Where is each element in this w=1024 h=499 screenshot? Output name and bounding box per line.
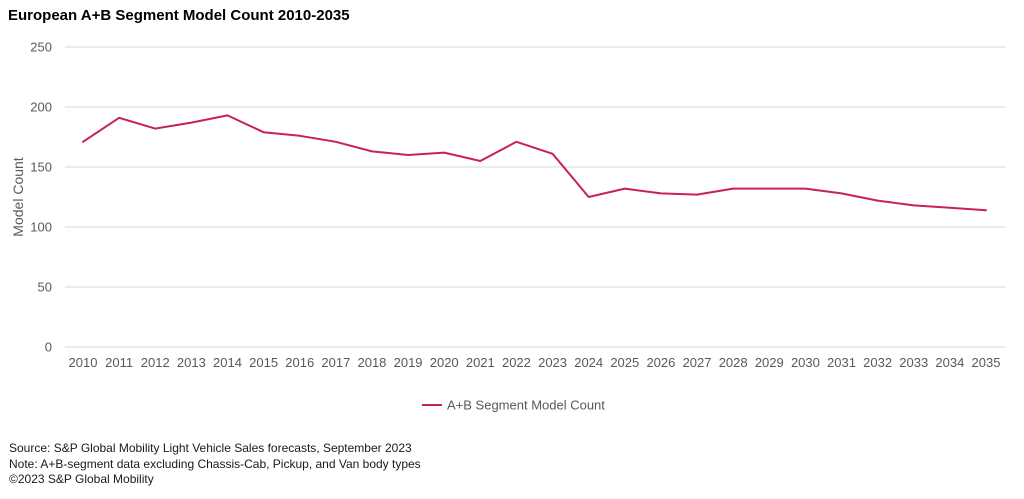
data-point-2024 [586,194,592,200]
copyright-note: ©2023 S&P Global Mobility [9,472,154,486]
x-tick-label-2018: 2018 [357,355,386,370]
x-tick-label-2032: 2032 [863,355,892,370]
data-point-2023 [550,151,556,157]
data-point-2028 [730,186,736,192]
data-point-2018 [369,148,375,154]
y-axis-label: Model Count [10,157,26,236]
data-point-2022 [513,139,519,145]
x-tick-label-2021: 2021 [466,355,495,370]
data-point-2014 [224,112,230,118]
data-point-2010 [80,139,86,145]
data-point-2034 [947,205,953,211]
data-point-2013 [188,120,194,126]
x-tick-label-2031: 2031 [827,355,856,370]
x-tick-label-2017: 2017 [321,355,350,370]
y-axis-tick-labels: 0 50 100 150 200 250 [30,40,52,355]
series-layer [80,112,989,213]
data-point-2011 [116,115,122,121]
x-axis-tick-labels: 2010 2011 2012 2013 2014 2015 2016 2017 2018 2019… [69,355,1001,370]
x-tick-label-2024: 2024 [574,355,603,370]
x-tick-label-2030: 2030 [791,355,820,370]
source-note: Source: S&P Global Mobility Light Vehicl… [9,441,412,455]
x-tick-label-2035: 2035 [972,355,1001,370]
data-point-2026 [658,190,664,196]
x-tick-label-2020: 2020 [430,355,459,370]
x-tick-label-2028: 2028 [719,355,748,370]
data-point-2016 [297,133,303,139]
data-point-2025 [622,186,628,192]
x-tick-label-2016: 2016 [285,355,314,370]
x-tick-label-2029: 2029 [755,355,784,370]
legend: A+B Segment Model Count [422,398,605,413]
data-point-2020 [441,150,447,156]
data-point-2030 [802,186,808,192]
y-tick-label-100: 100 [30,220,52,235]
x-tick-label-2033: 2033 [899,355,928,370]
y-tick-label-200: 200 [30,100,52,115]
series-line-0 [82,114,987,212]
chart-title: European A+B Segment Model Count 2010-20… [8,7,350,24]
x-tick-label-2015: 2015 [249,355,278,370]
legend-label-0: A+B Segment Model Count [447,398,605,413]
y-tick-label-0: 0 [45,340,52,355]
x-tick-label-2010: 2010 [69,355,98,370]
gridlines [65,46,1005,348]
x-tick-label-2023: 2023 [538,355,567,370]
data-point-2035 [983,207,989,213]
data-point-2032 [875,198,881,204]
footnotes: Source: S&P Global Mobility Light Vehicl… [9,441,421,488]
data-point-2017 [333,139,339,145]
x-tick-label-2012: 2012 [141,355,170,370]
x-tick-label-2022: 2022 [502,355,531,370]
x-tick-label-2019: 2019 [394,355,423,370]
data-point-2033 [911,202,917,208]
y-tick-label-150: 150 [30,160,52,175]
data-point-2027 [694,192,700,198]
x-tick-label-2011: 2011 [105,355,133,370]
data-point-2019 [405,152,411,158]
data-point-2031 [839,190,845,196]
data-note: Note: A+B-segment data excluding Chassis… [9,456,421,471]
x-tick-label-2014: 2014 [213,355,242,370]
data-point-2029 [766,186,772,192]
y-tick-label-250: 250 [30,40,52,55]
data-point-2015 [261,129,267,135]
y-tick-label-50: 50 [38,280,52,295]
x-tick-label-2013: 2013 [177,355,206,370]
axis-labels: Model Count [10,157,26,236]
x-tick-label-2025: 2025 [610,355,639,370]
data-point-2021 [477,158,483,164]
line-chart: 0 50 100 150 200 250 2010 2011 2012 2013 2014 2015… [10,40,1005,413]
x-tick-label-2027: 2027 [683,355,712,370]
data-point-2012 [152,126,158,132]
x-tick-label-2034: 2034 [935,355,964,370]
x-tick-label-2026: 2026 [646,355,675,370]
